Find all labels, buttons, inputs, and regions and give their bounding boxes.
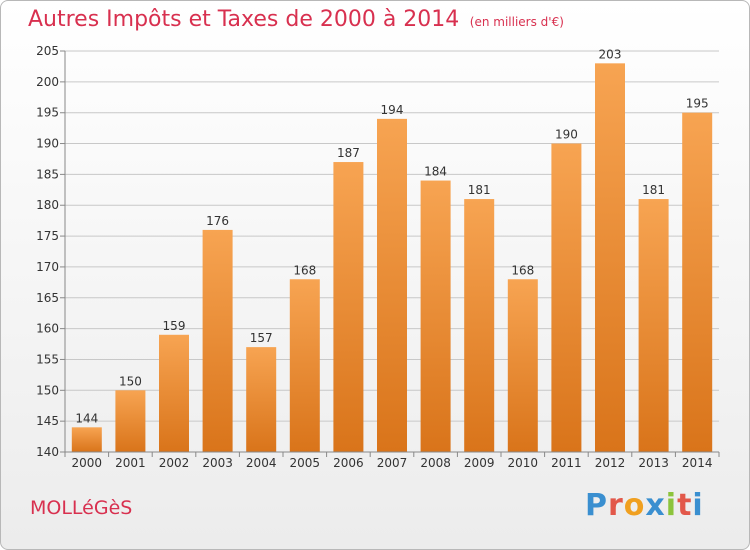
bar-2008 (420, 180, 451, 453)
x-tick-label: 2003 (202, 456, 233, 470)
value-label: 194 (381, 103, 404, 117)
x-tick-label: 2011 (551, 456, 582, 470)
bar-2002 (159, 334, 189, 452)
x-tick-label: 2002 (159, 456, 190, 470)
value-label: 187 (337, 146, 360, 160)
value-label: 184 (424, 165, 447, 179)
chart-unit: (en milliers d'€) (469, 15, 564, 29)
bar-2006 (333, 162, 364, 453)
bar-2009 (464, 199, 495, 452)
value-label: 159 (163, 319, 186, 333)
logo-letter: r (608, 488, 624, 523)
value-label: 157 (250, 331, 273, 345)
y-tick-label: 140 (36, 445, 59, 459)
logo-letter: i (692, 488, 704, 523)
logo-letter: i (665, 488, 678, 523)
y-tick-label: 160 (36, 322, 59, 336)
y-tick-label: 185 (36, 167, 59, 181)
chart-title-row: Autres Impôts et Taxes de 2000 à 2014 (e… (28, 7, 564, 32)
x-tick-label: 2010 (508, 456, 539, 470)
value-label: 168 (511, 263, 534, 277)
x-tick-label: 2014 (682, 456, 713, 470)
y-tick-label: 150 (36, 383, 59, 397)
bar-2000 (71, 427, 102, 452)
y-tick-label: 205 (36, 44, 59, 58)
y-tick-label: 155 (36, 352, 59, 366)
axes: 1401451501551601651701751801851901952002… (36, 44, 720, 470)
x-tick-label: 2004 (246, 456, 277, 470)
proxiti-logo: Proxiti (585, 488, 704, 523)
bars: 144 150 159 176 157 168 187 194 184 181 168 190 203 1… (71, 47, 713, 453)
bar-2003 (202, 229, 233, 452)
bar-2012 (595, 63, 625, 452)
value-label: 144 (75, 411, 98, 425)
chart-title: Autres Impôts et Taxes de 2000 à 2014 (28, 7, 460, 32)
bar-2004 (246, 347, 277, 452)
x-tick-label: 2001 (115, 456, 146, 470)
value-label: 181 (468, 183, 491, 197)
x-tick-label: 2013 (638, 456, 669, 470)
y-tick-label: 145 (36, 414, 59, 428)
bar-2014 (682, 112, 713, 452)
bar-2011 (551, 143, 582, 453)
y-tick-label: 180 (36, 198, 59, 212)
value-label: 195 (686, 97, 709, 111)
y-tick-label: 175 (36, 229, 59, 243)
value-label: 203 (599, 47, 622, 61)
y-tick-label: 195 (36, 106, 59, 120)
logo-letter: x (645, 488, 666, 523)
y-tick-label: 170 (36, 260, 59, 274)
bar-2005 (289, 279, 320, 452)
logo-letter: P (585, 488, 608, 523)
logo-letter: t (677, 488, 693, 523)
x-tick-label: 2008 (420, 456, 451, 470)
value-label: 181 (642, 183, 665, 197)
value-label: 190 (555, 128, 578, 142)
logo-letter: o (623, 488, 646, 523)
x-tick-label: 2012 (595, 456, 626, 470)
value-label: 168 (293, 263, 316, 277)
bar-2010 (507, 279, 538, 452)
x-tick-label: 2006 (333, 456, 364, 470)
x-tick-label: 2007 (377, 456, 408, 470)
y-tick-label: 165 (36, 291, 59, 305)
x-tick-label: 2000 (72, 456, 103, 470)
y-tick-label: 200 (36, 75, 59, 89)
y-tick-label: 190 (36, 137, 59, 151)
value-label: 150 (119, 374, 142, 388)
bar-2013 (638, 199, 669, 452)
bar-2001 (115, 390, 146, 452)
commune-name: MOLLéGèS (30, 497, 133, 519)
x-tick-label: 2005 (290, 456, 321, 470)
bar-2007 (377, 118, 407, 452)
x-tick-label: 2009 (464, 456, 495, 470)
value-label: 176 (206, 214, 229, 228)
